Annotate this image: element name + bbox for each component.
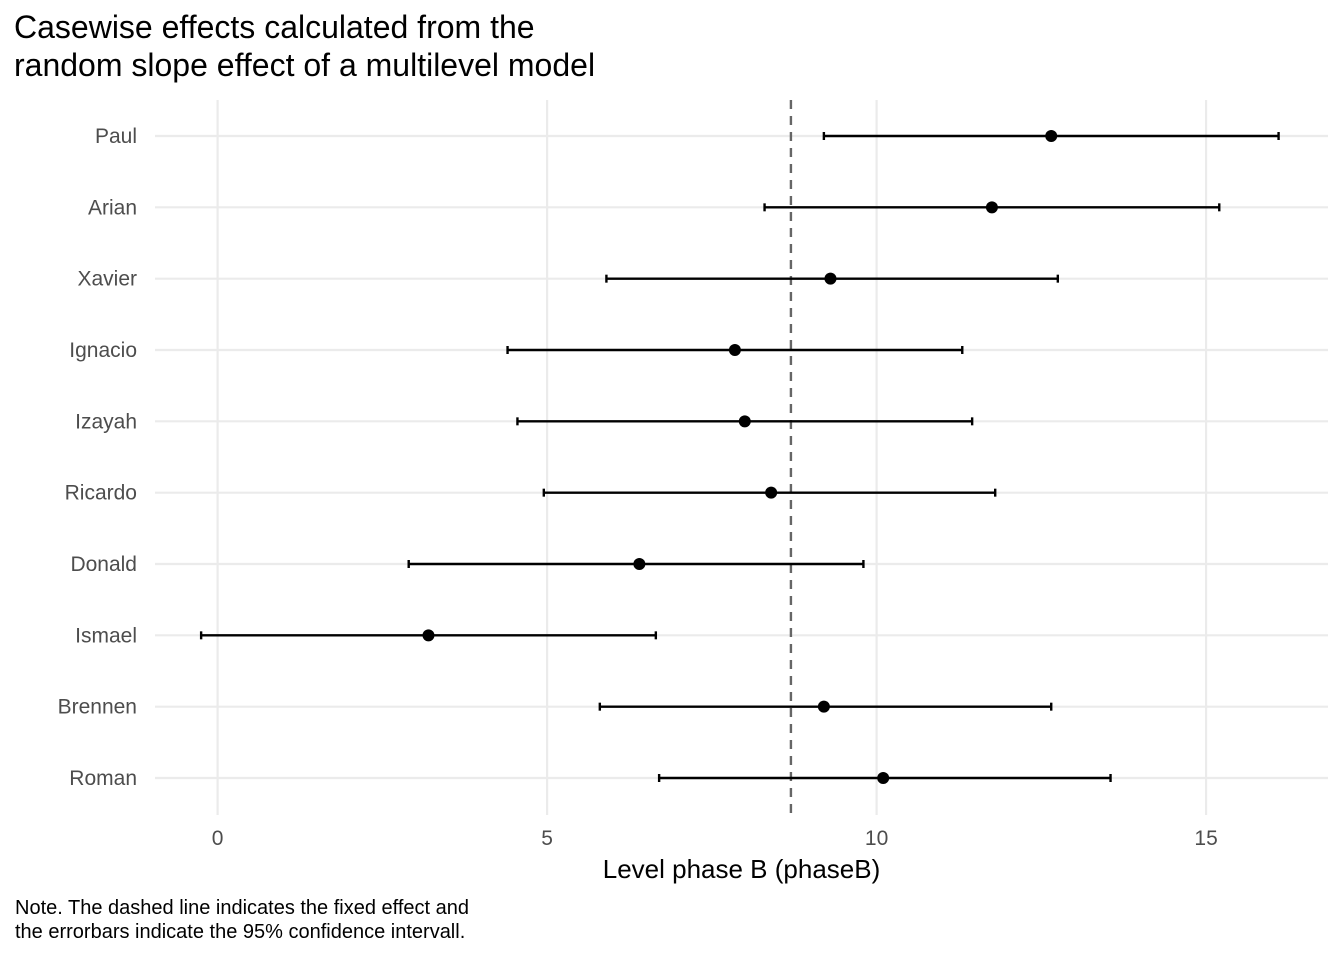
point-ignacio <box>728 344 741 356</box>
note-line-1: Note. The dashed line indicates the fixe… <box>15 897 470 919</box>
point-izayah <box>738 415 751 428</box>
caption-note: Note. The dashed line indicates the fixe… <box>15 896 715 944</box>
point-arian <box>985 201 998 214</box>
y-tick-label-donald: Donald <box>70 553 137 576</box>
point-xavier <box>824 272 837 285</box>
x-axis-tick-labels: 0 5 10 15 <box>212 827 1218 850</box>
point-ismael <box>422 629 435 642</box>
x-tick-label-3: 15 <box>1194 827 1217 850</box>
y-tick-label-brennen: Brennen <box>58 696 137 719</box>
note-line-2: the errorbars indicate the 95% confidenc… <box>15 921 466 943</box>
errorbar-series <box>199 132 1280 782</box>
y-tick-label-paul: Paul <box>95 125 137 148</box>
y-tick-label-arian: Arian <box>88 196 137 219</box>
y-axis-case-labels: Paul Arian Xavier Ignacio Izayah Ricardo Donal… <box>58 125 137 790</box>
chart-title-line-1: Casewise effects calculated from the <box>14 9 535 45</box>
point-brennen <box>817 700 830 713</box>
x-tick-label-1: 5 <box>541 827 553 850</box>
x-axis-title: Level phase B (phaseB) <box>603 854 881 884</box>
point-series <box>422 130 1058 784</box>
point-roman <box>877 772 890 784</box>
y-tick-label-izayah: Izayah <box>75 410 137 433</box>
point-donald <box>633 558 646 570</box>
point-ricardo <box>765 486 778 499</box>
chart-title-line-2: random slope effect of a multilevel mode… <box>14 47 596 83</box>
y-tick-label-roman: Roman <box>69 767 137 790</box>
y-tick-label-ricardo: Ricardo <box>65 482 137 505</box>
y-tick-label-ignacio: Ignacio <box>69 339 137 362</box>
y-tick-label-ismael: Ismael <box>75 624 137 647</box>
x-tick-label-2: 10 <box>865 827 888 850</box>
y-tick-label-xavier: Xavier <box>77 268 137 291</box>
point-paul <box>1045 130 1058 142</box>
chart-title: Casewise effects calculated from the ran… <box>14 8 914 84</box>
x-tick-label-0: 0 <box>212 827 224 850</box>
